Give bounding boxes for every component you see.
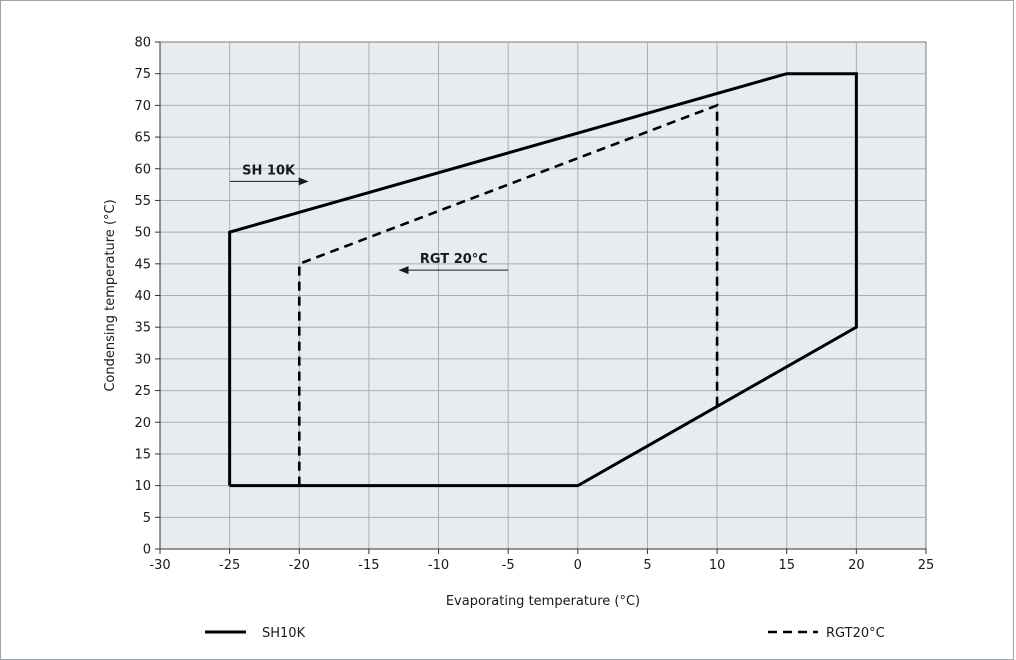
annotation-label-1: RGT 20°C: [420, 252, 488, 267]
y-tick-labels: 0 5 10 15 20 25 30 35 40 45 50 55 60 65 70 75 80: [134, 36, 151, 558]
x-axis-title: Evaporating temperature (°C): [446, 594, 640, 609]
legend-label-rgt20: RGT20°C: [826, 626, 885, 641]
y-tick-label: 10: [134, 479, 151, 494]
y-tick-label: 35: [134, 321, 151, 336]
x-tick-label: -25: [219, 558, 240, 573]
y-tick-label: 30: [134, 352, 151, 367]
series: [228, 72, 858, 488]
tick-marks: [155, 41, 927, 554]
legend: SH10K RGT20°C: [205, 626, 885, 641]
series-line-sh10k: [228, 72, 858, 488]
y-tick-label: 45: [134, 257, 151, 272]
x-tick-label: -20: [289, 558, 310, 573]
series-line-rgt20: [297, 103, 719, 486]
x-tick-label: 20: [848, 558, 865, 573]
x-tick-labels: -30 -25 -20 -15 -10 -5 0 5 10 15 20 25: [149, 558, 934, 573]
x-tick-label: 10: [709, 558, 726, 573]
y-axis-title: Condensing temperature (°C): [103, 199, 118, 391]
y-tick-label: 25: [134, 384, 151, 399]
y-tick-label: 5: [143, 511, 151, 526]
x-tick-label: 25: [918, 558, 935, 573]
y-tick-label: 15: [134, 447, 151, 462]
y-tick-label: 20: [134, 416, 151, 431]
annotation-label-0: SH 10K: [242, 163, 296, 178]
x-tick-label: 0: [574, 558, 582, 573]
y-tick-label: 50: [134, 226, 151, 241]
y-tick-label: 65: [134, 131, 151, 146]
x-tick-label: -15: [358, 558, 379, 573]
y-tick-label: 70: [134, 99, 151, 114]
x-tick-label: -30: [149, 558, 170, 573]
y-tick-label: 75: [134, 67, 151, 82]
y-tick-label: 80: [134, 36, 151, 51]
legend-label-sh10k: SH10K: [262, 626, 306, 641]
annotations: SH 10K RGT 20°C: [229, 163, 509, 275]
x-tick-label: -10: [428, 558, 449, 573]
x-tick-label: -5: [502, 558, 515, 573]
operating-envelope-chart: -30 -25 -20 -15 -10 -5 0 5 10 15 20 25 0 5 10 15 20 25 30…: [103, 36, 934, 642]
y-tick-label: 60: [134, 162, 151, 177]
y-tick-label: 40: [134, 289, 151, 304]
x-tick-label: 15: [778, 558, 795, 573]
y-tick-label: 55: [134, 194, 151, 209]
x-tick-label: 5: [643, 558, 651, 573]
y-tick-label: 0: [143, 543, 151, 558]
